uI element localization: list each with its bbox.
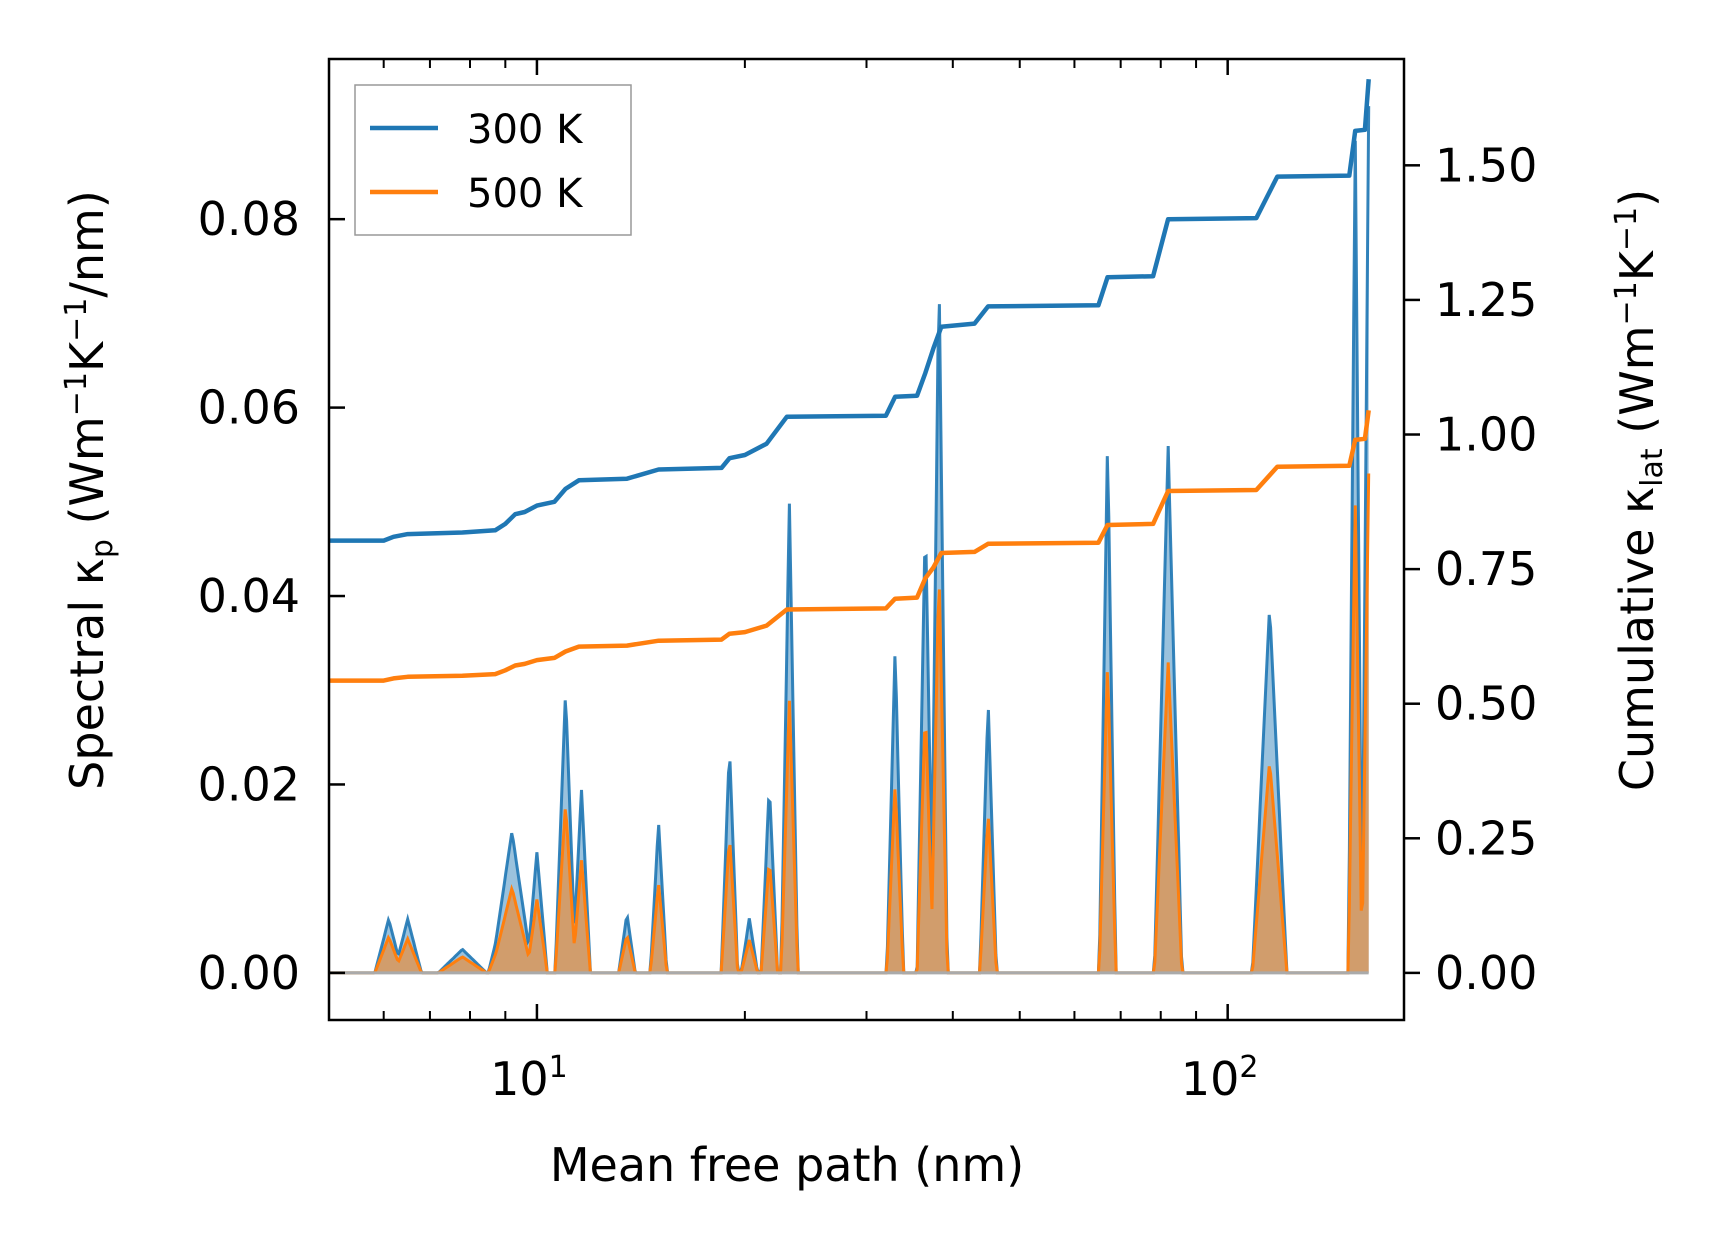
x-tick-label: 102: [1181, 1050, 1259, 1106]
legend-label-300k: 300 K: [467, 107, 584, 153]
legend: 300 K 500 K: [354, 84, 632, 236]
left-y-tick-labels: 0.00 0.02 0.04 0.06 0.08: [198, 192, 300, 1000]
right-y-title-exp2: −1: [1609, 207, 1644, 251]
right-y-title-main: Cumulative κ: [1610, 487, 1664, 791]
right-y-tick-label: 0.75: [1435, 542, 1537, 596]
left-y-title-k: K: [60, 340, 114, 372]
x-tick-exp: 1: [549, 1050, 568, 1085]
left-y-tick-label: 0.08: [198, 192, 300, 246]
cumulative-line-300k: [329, 79, 1371, 543]
spectral-fill-500k: [329, 473, 1369, 973]
right-y-tick-label: 1.00: [1435, 408, 1537, 462]
cumulative-line-500k: [329, 410, 1371, 683]
legend-label-500k: 500 K: [467, 171, 584, 217]
x-tick-exp: 2: [1239, 1050, 1258, 1085]
right-y-title-exp1: −1: [1609, 281, 1644, 325]
x-axis-title: Mean free path (nm): [550, 1138, 1024, 1192]
legend-box: [354, 84, 632, 236]
right-y-title-sub: lat: [1635, 448, 1670, 487]
left-y-tick-label: 0.02: [198, 757, 300, 811]
x-tick-labels: 101 102: [490, 1050, 1258, 1106]
right-y-tick-label: 1.25: [1435, 273, 1537, 327]
left-y-title-exp1: −1: [59, 372, 94, 416]
left-y-title-main: Spectral κ: [60, 558, 114, 790]
right-y-tick-label: 0.50: [1435, 677, 1537, 731]
left-y-title-close: /nm): [60, 190, 114, 297]
left-y-tick-label: 0.00: [198, 946, 300, 1000]
cumulative-layer: [329, 79, 1371, 683]
right-y-axis-title: Cumulative κlat (Wm−1K−1): [1609, 189, 1670, 791]
left-y-tick-label: 0.06: [198, 381, 300, 435]
right-y-title-k: K: [1610, 249, 1664, 281]
ticks-layer: [328, 59, 1420, 1020]
x-tick-base: 10: [490, 1052, 549, 1106]
left-y-title-exp2: −1: [59, 298, 94, 342]
left-y-tick-label: 0.04: [198, 569, 300, 623]
left-y-title-units: (Wm: [60, 416, 114, 539]
plot-frame: [327, 57, 1406, 1022]
x-tick-base: 10: [1181, 1052, 1240, 1106]
right-y-title-close: ): [1610, 189, 1664, 207]
right-y-tick-label: 0.00: [1435, 946, 1537, 1000]
spectral-layer: [329, 106, 1371, 975]
x-tick-label: 101: [490, 1050, 568, 1106]
right-y-tick-labels: 0.00 0.25 0.50 0.75 1.00 1.25 1.50: [1435, 138, 1537, 1000]
left-y-axis-title: Spectral κp (Wm−1K−1/nm): [59, 190, 120, 790]
right-y-tick-label: 1.50: [1435, 138, 1537, 192]
left-y-title-sub: p: [85, 539, 120, 558]
right-y-tick-label: 0.25: [1435, 811, 1537, 865]
right-y-title-units: (Wm: [1610, 325, 1664, 448]
